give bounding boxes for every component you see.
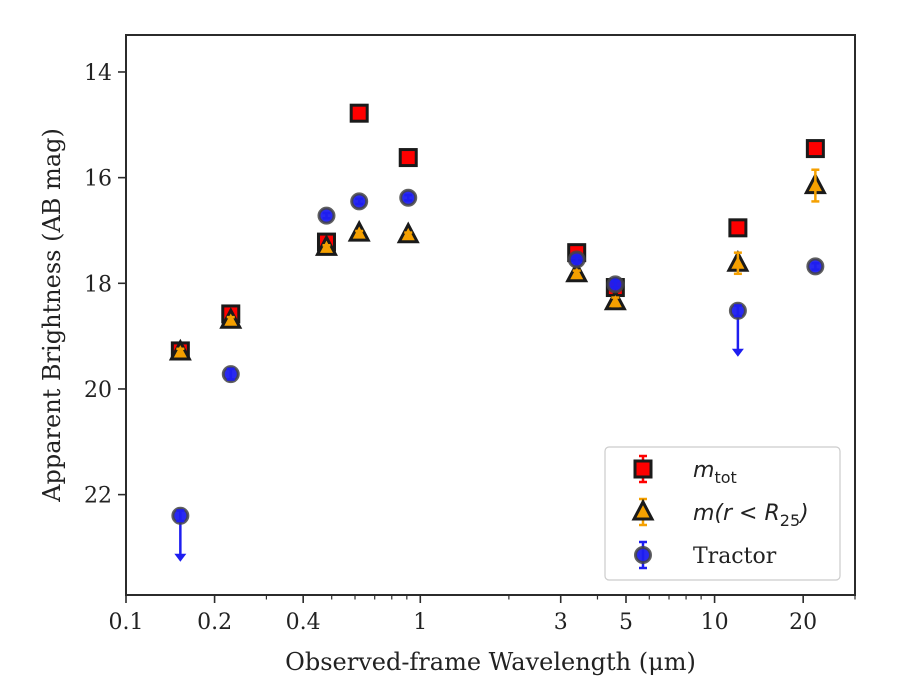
y-tick-label: 22 (84, 484, 112, 509)
upper-limit-arrowhead (731, 348, 744, 357)
legend-item: mtot (633, 454, 737, 487)
legend-label: Tractor (693, 544, 777, 569)
legend-item: m(r < R25) (631, 497, 809, 530)
data-point (399, 188, 418, 207)
data-point (728, 218, 748, 238)
x-tick-label: 10 (701, 610, 729, 635)
y-tick-label: 18 (84, 272, 112, 297)
x-axis-title: Observed-frame Wavelength (μm) (285, 648, 696, 676)
legend: mtot m(r < R25) Tractor (604, 446, 841, 581)
legend-marker (631, 498, 655, 521)
data-marks (168, 103, 827, 562)
x-tick-label: 1 (413, 610, 427, 635)
data-point (347, 219, 371, 242)
data-point (396, 221, 420, 244)
data-point (349, 103, 369, 123)
data-point (567, 250, 586, 269)
data-point (350, 192, 369, 211)
x-tick-label: 5 (619, 610, 633, 635)
y-tick-label: 20 (84, 378, 112, 403)
data-point (168, 338, 192, 361)
data-point (726, 250, 750, 276)
legend-marker (634, 546, 652, 564)
data-point (171, 506, 190, 562)
y-tick-label: 16 (84, 167, 112, 192)
data-point (219, 307, 243, 329)
legend-item: Tractor (634, 540, 777, 570)
data-point (314, 234, 338, 256)
series-circle (171, 188, 825, 562)
upper-limit-arrowhead (174, 553, 187, 562)
legend-label: m(r < R25) (693, 501, 809, 530)
x-tick-label: 0.2 (197, 610, 232, 635)
data-point (805, 139, 825, 159)
data-point (565, 260, 589, 283)
data-point (728, 301, 747, 357)
series-square (170, 103, 825, 361)
plot-frame (125, 34, 856, 596)
series-triangle (168, 168, 827, 361)
data-point (398, 148, 418, 168)
x-tick-label: 3 (554, 610, 568, 635)
legend-label: mtot (693, 458, 737, 487)
data-point (803, 168, 827, 203)
x-tick-label: 0.4 (286, 610, 321, 635)
legend-marker (633, 459, 653, 479)
y-tick-label: 14 (84, 61, 112, 86)
data-point (806, 257, 825, 276)
x-tick-label: 0.1 (109, 610, 144, 635)
data-point (221, 365, 240, 384)
x-tick-label: 20 (789, 610, 817, 635)
data-point (606, 275, 625, 294)
data-point (603, 288, 627, 311)
y-axis-title: Apparent Brightness (AB mag) (38, 128, 66, 503)
data-point (317, 206, 336, 225)
axes: 0.1 0.2 0.4 1 3 5 10 20 14 16 18 20 22 (84, 61, 856, 635)
legend-box (604, 446, 841, 581)
